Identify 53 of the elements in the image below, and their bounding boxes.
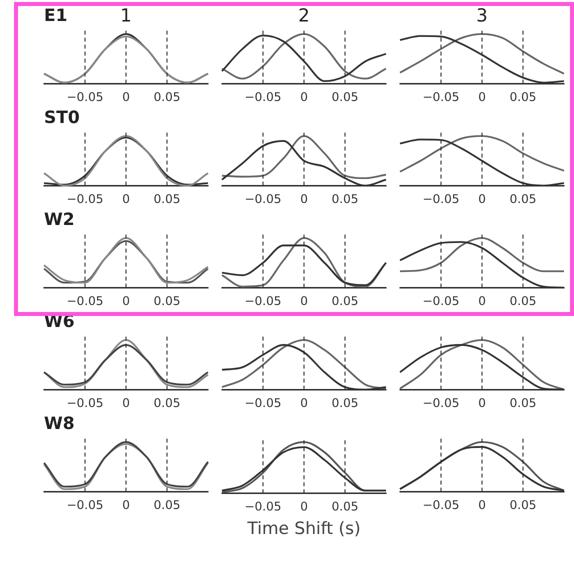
x-tick-label: −0.05 — [244, 90, 282, 104]
x-tick-label: 0 — [478, 294, 486, 308]
x-tick-label: 0.05 — [510, 294, 536, 308]
x-tick-label: 0.05 — [154, 396, 180, 410]
x-tick-label: 0 — [122, 396, 130, 410]
x-tick-label: −0.05 — [422, 396, 460, 410]
x-tick-label: −0.05 — [244, 500, 282, 514]
x-tick-label: 0 — [122, 90, 130, 104]
x-tick-label: 0 — [300, 396, 308, 410]
x-tick-label: −0.05 — [66, 192, 104, 206]
x-tick-label: 0.05 — [332, 294, 358, 308]
x-tick-label: 0.05 — [510, 192, 536, 206]
x-tick-label: 0.05 — [154, 294, 180, 308]
x-tick-label: 0 — [478, 192, 486, 206]
chart-title: 1 — [120, 6, 132, 27]
text: E1 — [44, 6, 68, 26]
x-tick-label: −0.05 — [66, 294, 104, 308]
chart-title: 2 — [298, 6, 310, 27]
x-tick-label: 0 — [300, 90, 308, 104]
x-tick-label: 0.05 — [332, 90, 358, 104]
x-tick-label: 0 — [478, 498, 486, 512]
x-tick-label: −0.05 — [66, 90, 104, 104]
x-tick-label: 0.05 — [154, 90, 180, 104]
x-tick-label: −0.05 — [422, 498, 460, 512]
x-tick-label: 0 — [122, 192, 130, 206]
x-tick-label: −0.05 — [422, 90, 460, 104]
x-tick-label: 0 — [122, 294, 130, 308]
x-tick-label: −0.05 — [66, 498, 104, 512]
x-axis-title: Time Shift (s) — [246, 519, 361, 540]
x-tick-label: 0.05 — [154, 498, 180, 512]
x-tick-label: −0.05 — [422, 294, 460, 308]
x-tick-label: 0.05 — [332, 192, 358, 206]
x-tick-label: 0.05 — [510, 90, 536, 104]
x-tick-label: 0.05 — [510, 498, 536, 512]
text: W8 — [44, 414, 75, 434]
x-tick-label: 0 — [300, 294, 308, 308]
x-tick-label: −0.05 — [244, 396, 282, 410]
x-tick-label: −0.05 — [66, 396, 104, 410]
x-tick-label: 0.05 — [154, 192, 180, 206]
x-tick-label: 0.05 — [510, 396, 536, 410]
x-tick-label: −0.05 — [244, 192, 282, 206]
x-tick-label: 0.05 — [332, 396, 358, 410]
x-tick-label: 0 — [478, 90, 486, 104]
x-tick-label: 0.05 — [332, 500, 358, 514]
chart-title: 3 — [476, 6, 488, 27]
x-tick-label: 0 — [300, 500, 308, 514]
text: W2 — [44, 210, 75, 230]
x-tick-label: 0 — [122, 498, 130, 512]
x-tick-label: −0.05 — [244, 294, 282, 308]
x-tick-label: 0 — [478, 396, 486, 410]
x-tick-label: 0 — [300, 192, 308, 206]
text: ST0 — [44, 108, 80, 128]
x-tick-label: −0.05 — [422, 192, 460, 206]
